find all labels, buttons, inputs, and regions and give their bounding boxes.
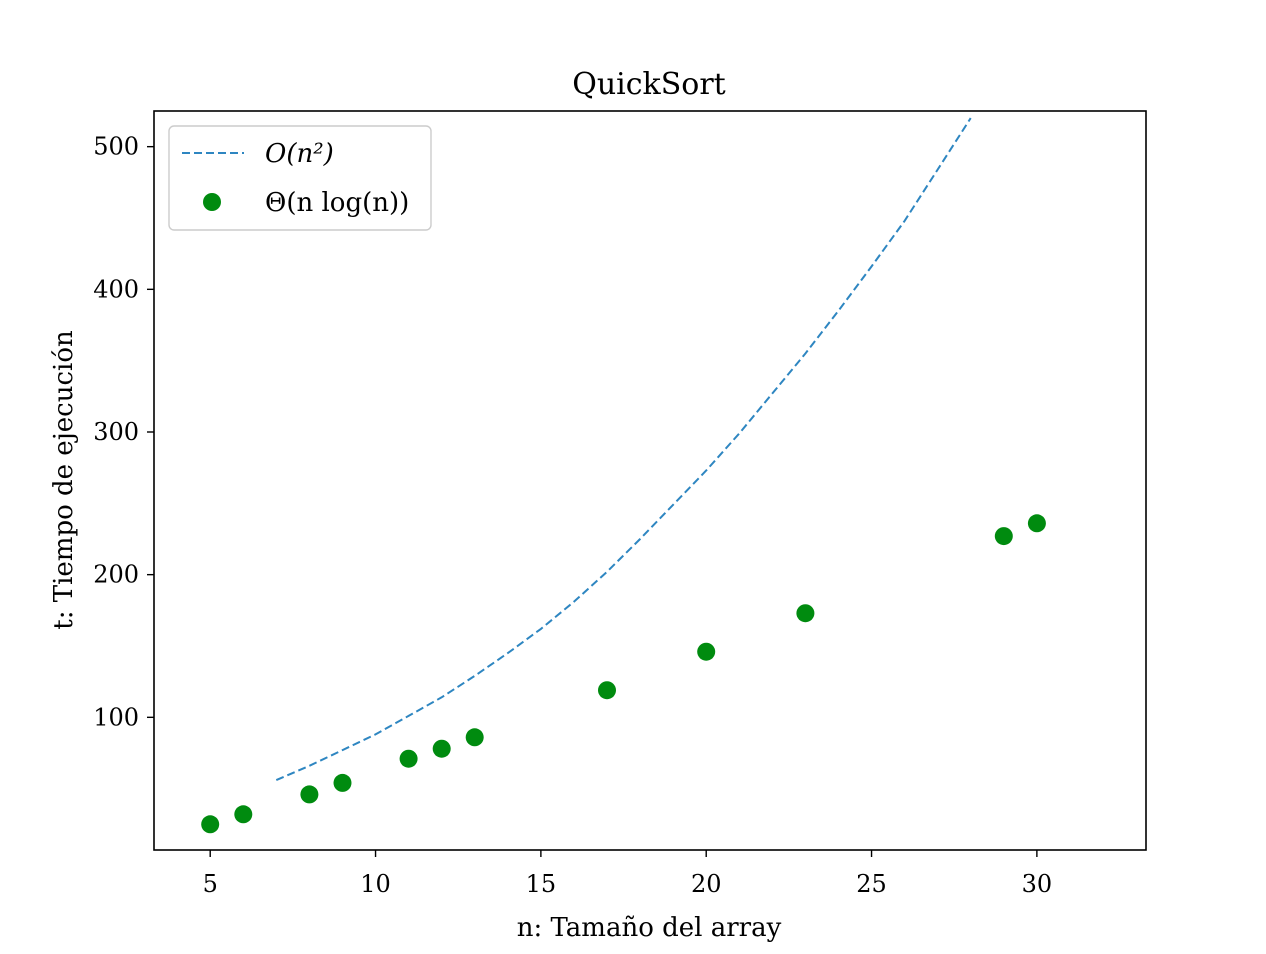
chart-title: QuickSort xyxy=(572,67,726,102)
x-tick-label: 20 xyxy=(691,870,722,898)
x-tick-label: 30 xyxy=(1022,870,1053,898)
y-tick-label: 400 xyxy=(93,275,139,303)
legend-marker-swatch xyxy=(203,193,221,211)
x-tick-label: 10 xyxy=(360,870,391,898)
data-point xyxy=(796,604,815,623)
legend-label-o-n2: O(n²) xyxy=(265,139,334,169)
data-point xyxy=(234,805,253,824)
data-point xyxy=(432,739,451,758)
data-point xyxy=(1027,514,1046,533)
axes-frame xyxy=(153,110,1147,851)
y-tick-label: 500 xyxy=(93,133,139,161)
data-point xyxy=(598,681,616,700)
data-point xyxy=(465,728,484,747)
x-tick-label: 15 xyxy=(526,870,557,898)
y-tick-label: 300 xyxy=(93,418,139,446)
x-axis: 5 10 15 20 25 30 xyxy=(203,850,1053,898)
data-point xyxy=(333,773,352,792)
legend-label-theta: Θ(n log(n)) xyxy=(265,188,409,218)
x-axis-label: n: Tamaño del array xyxy=(517,913,782,943)
data-point xyxy=(201,815,220,834)
x-tick-label: 25 xyxy=(856,870,887,898)
y-axis: 100 200 300 400 500 xyxy=(93,133,154,731)
x-tick-label: 5 xyxy=(203,870,218,898)
data-point xyxy=(697,642,716,661)
y-tick-label: 100 xyxy=(93,703,139,731)
data-point xyxy=(300,785,319,804)
y-axis-label: t: Tiempo de ejecución xyxy=(49,330,79,630)
data-point xyxy=(399,749,418,768)
legend: O(n²) Θ(n log(n)) xyxy=(168,125,432,231)
data-point xyxy=(994,527,1013,546)
series-line-o-n2 xyxy=(275,117,972,782)
plot-area xyxy=(201,117,1046,834)
y-tick-label: 200 xyxy=(93,561,139,589)
